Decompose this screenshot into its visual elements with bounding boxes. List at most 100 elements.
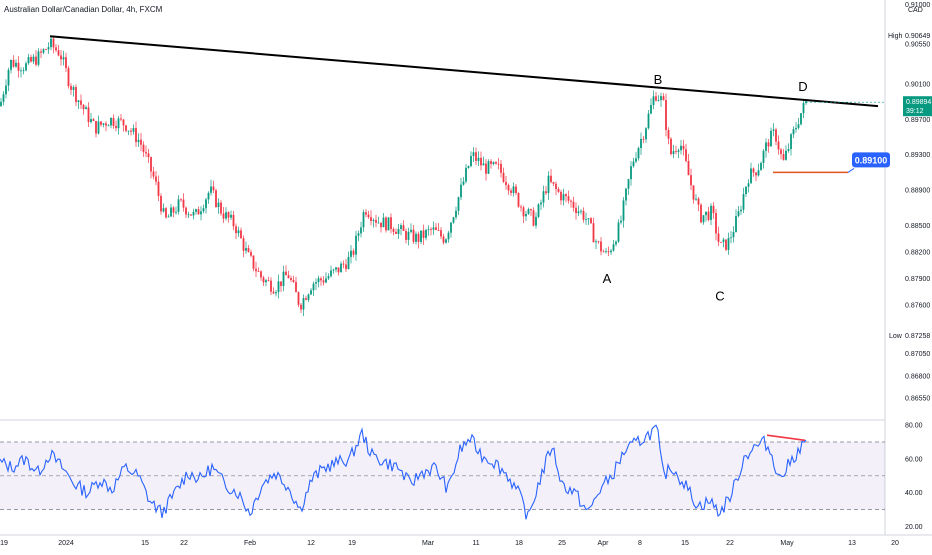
x-tick-label: 12 (307, 540, 315, 547)
candle (322, 276, 325, 286)
candle-body (180, 199, 182, 201)
candle-body (577, 211, 580, 214)
candle (600, 237, 602, 256)
candle (215, 188, 217, 208)
candle-body (590, 218, 592, 224)
candle-body (455, 210, 457, 218)
candle-body (622, 200, 625, 221)
candle-body (90, 119, 92, 123)
candle (412, 224, 415, 244)
candle-body (672, 151, 675, 154)
candle (625, 187, 627, 206)
candle (482, 156, 485, 166)
candle-body (315, 282, 317, 284)
candle (562, 188, 565, 206)
candle (422, 224, 425, 245)
candle (722, 237, 725, 248)
x-tick-label: 19 (348, 540, 356, 547)
candle (97, 115, 100, 135)
low-tag-label: Low (889, 333, 903, 340)
candle-body (135, 128, 137, 143)
candle (730, 231, 732, 244)
candle-body (552, 182, 555, 184)
candle-body (530, 209, 532, 211)
candle-body (360, 227, 362, 234)
x-tick-label: May (780, 540, 794, 547)
candle-body (307, 294, 310, 300)
candle-body (460, 184, 462, 198)
candle (652, 90, 655, 110)
candle-body (655, 96, 657, 101)
candle-body (790, 134, 792, 150)
candle-body (422, 230, 425, 238)
candle (15, 59, 17, 68)
candle-body (62, 57, 65, 60)
candle-body (720, 241, 722, 243)
candle-body (415, 233, 417, 242)
candle-body (625, 188, 627, 201)
candle-body (777, 141, 780, 150)
candle (377, 216, 380, 224)
candle (180, 198, 182, 203)
rsi-layer (0, 424, 885, 520)
price-tick-label: 0.86550 (905, 395, 930, 402)
candle (735, 209, 737, 233)
candle (802, 98, 805, 119)
candle (525, 211, 527, 221)
candle (740, 205, 742, 216)
price-tick-label: 0.86800 (905, 373, 930, 380)
candle-body (160, 195, 162, 212)
candle (645, 127, 647, 143)
candle (687, 154, 690, 176)
candle-body (670, 138, 672, 154)
candle (672, 144, 675, 159)
candle-body (452, 217, 455, 223)
candle-body (685, 149, 687, 162)
candle (555, 181, 557, 196)
candle-body (122, 119, 125, 126)
candle-body (77, 100, 80, 103)
candle (662, 93, 665, 101)
candle (715, 208, 717, 241)
candle-body (7, 69, 10, 86)
candle-body (575, 207, 577, 214)
candle (272, 287, 275, 295)
price-tick-label: 0.89700 (905, 117, 930, 124)
x-tick-label: 19 (0, 540, 8, 547)
candle (42, 48, 45, 55)
candle (187, 211, 190, 219)
candle (450, 221, 452, 238)
pattern-label-c: C (715, 289, 724, 304)
candle-body (485, 163, 487, 174)
candle (220, 200, 222, 216)
candle-body (10, 59, 12, 70)
candle-body (167, 216, 170, 218)
candle (640, 132, 642, 155)
candle (395, 228, 397, 235)
candle-body (182, 199, 185, 208)
candle (577, 205, 580, 217)
candle-body (267, 280, 270, 282)
candle (87, 102, 90, 127)
candle-body (85, 107, 87, 110)
candle (92, 117, 95, 122)
candle (362, 209, 365, 232)
candle-body (15, 62, 17, 67)
candle-body (245, 248, 247, 251)
candle (67, 65, 70, 89)
candle-body (350, 250, 352, 257)
candle-body (70, 86, 72, 90)
candle-body (740, 209, 742, 212)
candle-body (207, 192, 210, 200)
rsi-line (0, 424, 807, 520)
candle-body (212, 186, 215, 191)
low-value: 0.87258 (905, 333, 930, 340)
candle-body (390, 217, 392, 230)
candle (720, 241, 722, 243)
candle (582, 207, 585, 223)
candle (460, 177, 462, 201)
candle (240, 227, 242, 239)
x-tick-label: 18 (515, 540, 523, 547)
candle (60, 50, 62, 66)
